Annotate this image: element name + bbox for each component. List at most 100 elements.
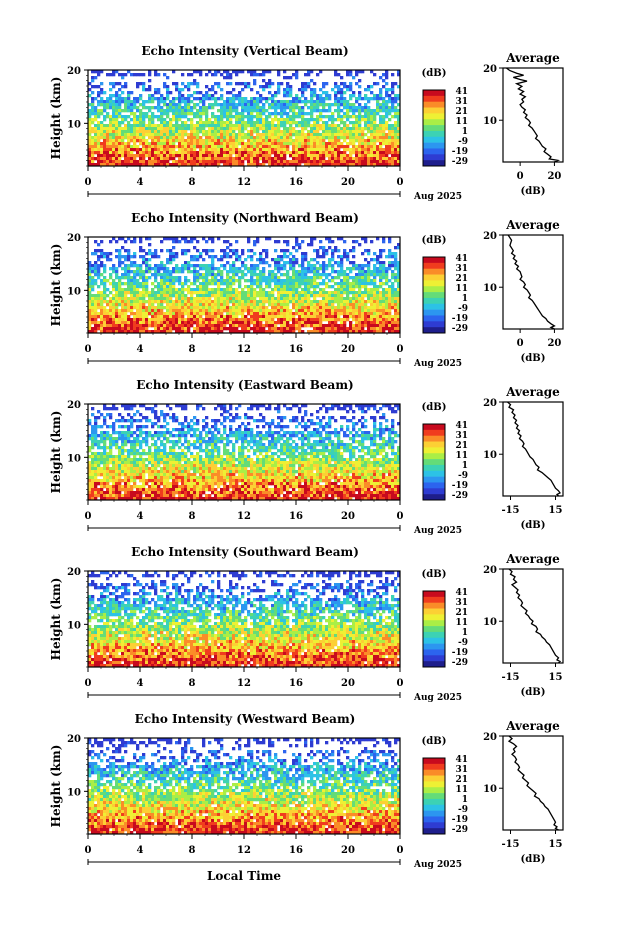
heatmap-cell: [238, 267, 242, 271]
heatmap-cell: [118, 115, 122, 119]
heatmap-cell: [229, 297, 233, 301]
heatmap-cell: [193, 309, 197, 313]
heatmap-cell: [205, 321, 209, 325]
heatmap-cell: [277, 121, 281, 125]
heatmap-cell: [106, 139, 110, 143]
heatmap-cell: [109, 300, 113, 304]
heatmap-cell: [190, 306, 194, 310]
heatmap-cell: [343, 288, 347, 292]
heatmap-cell: [355, 324, 359, 328]
heatmap-cell: [205, 285, 209, 289]
heatmap-cell: [253, 157, 257, 161]
heatmap-cell: [364, 109, 368, 113]
heatmap-cell: [181, 324, 185, 328]
heatmap-cell: [169, 148, 173, 152]
heatmap-cell: [382, 264, 386, 268]
heatmap-cell: [244, 324, 248, 328]
heatmap-cell: [268, 330, 272, 334]
heatmap-cell: [115, 270, 119, 274]
heatmap-cell: [334, 145, 338, 149]
heatmap-cell: [367, 100, 371, 104]
heatmap-cell: [175, 267, 179, 271]
heatmap-cell: [232, 312, 236, 316]
heatmap-cell: [310, 139, 314, 143]
heatmap-cell: [184, 279, 188, 283]
heatmap-cell: [394, 318, 398, 322]
heatmap-cell: [286, 285, 290, 289]
heatmap-cell: [172, 246, 176, 250]
heatmap-cell: [154, 154, 158, 158]
heatmap-cell: [385, 327, 389, 331]
heatmap-cell: [241, 103, 245, 107]
heatmap-cell: [232, 127, 236, 131]
heatmap-cell: [232, 109, 236, 113]
heatmap-cell: [250, 294, 254, 298]
heatmap-cell: [262, 318, 266, 322]
heatmap-cell: [100, 136, 104, 140]
heatmap-cell: [394, 255, 398, 259]
heatmap-cell: [382, 157, 386, 161]
heatmap-cell: [373, 285, 377, 289]
heatmap-cell: [247, 157, 251, 161]
heatmap-cell: [310, 303, 314, 307]
heatmap-cell: [331, 103, 335, 107]
heatmap-cell: [247, 100, 251, 104]
heatmap-cell: [115, 321, 119, 325]
heatmap-cell: [349, 97, 353, 101]
heatmap-cell: [205, 291, 209, 295]
heatmap-cell: [346, 267, 350, 271]
heatmap-cell: [295, 324, 299, 328]
heatmap-cell: [208, 97, 212, 101]
heatmap-cell: [277, 91, 281, 95]
heatmap-cell: [238, 255, 242, 259]
heatmap-cell: [223, 297, 227, 301]
heatmap-cell: [178, 154, 182, 158]
heatmap-cell: [244, 309, 248, 313]
heatmap-cell: [136, 97, 140, 101]
heatmap-cell: [304, 282, 308, 286]
heatmap-cell: [295, 130, 299, 134]
heatmap-cell: [100, 145, 104, 149]
heatmap-cell: [286, 288, 290, 292]
heatmap-cell: [319, 148, 323, 152]
heatmap-cell: [157, 255, 161, 259]
heatmap-cell: [385, 70, 389, 74]
heatmap-cell: [133, 145, 137, 149]
heatmap-cell: [190, 282, 194, 286]
heatmap-cell: [241, 124, 245, 128]
heatmap-cell: [298, 315, 302, 319]
heatmap-cell: [298, 300, 302, 304]
heatmap-cell: [112, 264, 116, 268]
heatmap-cell: [295, 327, 299, 331]
heatmap-cell: [187, 139, 191, 143]
heatmap-cell: [391, 106, 395, 110]
heatmap-cell: [310, 103, 314, 107]
heatmap-cell: [187, 300, 191, 304]
heatmap-cell: [265, 294, 269, 298]
heatmap-cell: [178, 127, 182, 131]
heatmap-cell: [199, 255, 203, 259]
heatmap-cell: [127, 270, 131, 274]
heatmap-cell: [328, 151, 332, 155]
heatmap-cell: [109, 330, 113, 334]
heatmap-cell: [136, 267, 140, 271]
heatmap-cell: [256, 151, 260, 155]
heatmap-cell: [388, 148, 392, 152]
heatmap-cell: [223, 255, 227, 259]
heatmap-cell: [325, 148, 329, 152]
heatmap-cell: [160, 115, 164, 119]
heatmap-cell: [388, 297, 392, 301]
heatmap-cell: [148, 258, 152, 262]
heatmap-cell: [103, 127, 107, 131]
heatmap-cell: [370, 324, 374, 328]
heatmap-cell: [262, 157, 266, 161]
heatmap-cell: [139, 330, 143, 334]
heatmap-cell: [133, 291, 137, 295]
heatmap-cell: [376, 324, 380, 328]
heatmap-cell: [382, 103, 386, 107]
heatmap-cell: [382, 130, 386, 134]
heatmap-cell: [124, 255, 128, 259]
heatmap-cell: [226, 261, 230, 265]
heatmap-cell: [388, 255, 392, 259]
heatmap-cell: [91, 112, 95, 116]
